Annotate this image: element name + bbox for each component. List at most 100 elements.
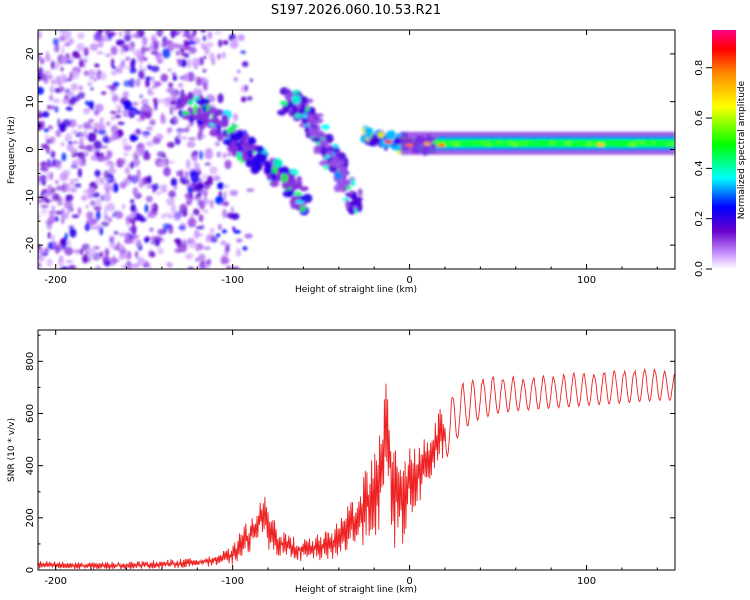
- spectrogram-cell: [286, 189, 294, 197]
- spectrogram-cell: [112, 66, 117, 70]
- x-tick-label: -100: [221, 275, 244, 286]
- spectrogram-cell: [97, 129, 107, 135]
- spectrogram-cell: [38, 86, 44, 95]
- colorbar-gradient: [712, 30, 736, 269]
- spectrogram-cell: [180, 48, 185, 54]
- spectrogram-cell: [131, 218, 136, 227]
- spectrogram-cell: [70, 83, 79, 91]
- spectrogram-cell: [214, 141, 221, 147]
- spectrogram-cell: [63, 30, 72, 40]
- y-tick-label: -10: [25, 189, 36, 205]
- snr-ylabel: SNR (10 * v/v): [7, 418, 17, 482]
- spectrogram-cell: [70, 178, 74, 187]
- carrier-cell: [628, 142, 637, 147]
- spectrogram-cell: [193, 229, 200, 239]
- spectrogram-cell: [181, 178, 190, 185]
- spectrogram-cell: [59, 73, 68, 84]
- spectrogram-cell: [55, 129, 62, 138]
- spectrogram-cell: [255, 152, 263, 160]
- spectrogram-cell: [97, 157, 105, 162]
- spectrogram-cell: [150, 204, 155, 209]
- spectrogram-cell: [51, 234, 55, 242]
- spectrogram-cell: [128, 78, 136, 88]
- spectrogram-cell: [170, 204, 177, 214]
- spectrogram-cell: [145, 126, 154, 131]
- carrier-cell: [665, 142, 674, 146]
- spectrogram-cell: [222, 40, 229, 45]
- spectrogram-cell: [104, 205, 108, 216]
- colorbar-tick-label: 0.6: [694, 110, 705, 126]
- spectrogram-cell: [127, 41, 135, 52]
- spectrogram-cell: [84, 151, 89, 157]
- spectrogram-cell: [87, 247, 96, 258]
- spectrogram-cell: [150, 65, 160, 73]
- spectrogram-cell: [248, 136, 256, 145]
- spectrogram-cell: [181, 33, 189, 37]
- spectrogram-cell: [162, 48, 171, 59]
- spectrogram-cell: [89, 43, 99, 51]
- spectrogram-cell: [44, 247, 50, 253]
- spectrogram-cell: [292, 106, 298, 113]
- spectrogram-cell: [235, 248, 242, 257]
- spectrogram-cell: [143, 260, 150, 266]
- spectrogram-cell: [141, 218, 147, 222]
- spectrogram-cell: [89, 74, 94, 80]
- spectrogram-cell: [61, 183, 66, 193]
- spectrogram-cell: [77, 124, 83, 130]
- spectrogram-cell: [133, 176, 141, 182]
- x-tick-label: 0: [406, 576, 412, 587]
- spectrogram-cell: [147, 263, 151, 269]
- spectrogram-cell: [93, 140, 102, 150]
- spectrogram-cell: [119, 47, 126, 55]
- spectrogram-cell: [319, 160, 329, 166]
- spectrogram-cell: [210, 199, 214, 209]
- spectrogram-cell: [95, 178, 100, 186]
- spectrogram-cell: [124, 167, 130, 174]
- spectrogram-cell: [83, 130, 88, 140]
- spectrogram-cell: [314, 113, 324, 118]
- spectrogram-cell: [170, 30, 176, 39]
- spectrogram-cell: [173, 116, 179, 125]
- spectrogram-cell: [200, 134, 206, 139]
- spectrogram-cell: [163, 166, 171, 177]
- spectrogram-cell: [130, 199, 135, 204]
- spectrogram-cell: [85, 222, 90, 232]
- spectrogram-cell: [104, 248, 110, 257]
- spectrogram-cell: [147, 107, 154, 114]
- spectrogram-cell: [273, 158, 283, 168]
- spectrogram-cell: [99, 251, 104, 258]
- carrier-cell: [464, 143, 472, 147]
- spectrogram-cell: [139, 94, 143, 99]
- spectrogram-cell: [320, 124, 330, 130]
- spectrogram-cell: [124, 33, 132, 42]
- spectrogram-cell: [360, 134, 366, 144]
- spectrogram-cell: [149, 119, 156, 126]
- spectrogram-cell: [255, 145, 265, 153]
- spectrogram-cell: [45, 219, 54, 226]
- spectrogram-cell: [147, 175, 152, 185]
- y-tick-label: 400: [25, 456, 36, 475]
- spectrogram-cell: [202, 35, 207, 42]
- spectrogram-cell: [171, 72, 177, 76]
- spectrogram-cell: [236, 69, 241, 74]
- spectrogram-cell: [113, 183, 119, 193]
- spectrogram-cell: [192, 150, 199, 156]
- spectrogram-cell: [56, 185, 63, 191]
- spectrogram-cell: [99, 226, 103, 236]
- spectrogram-cell: [102, 193, 112, 202]
- spectrogram-cell: [111, 132, 119, 141]
- spectrogram-cell: [203, 246, 211, 250]
- spectrogram-cell: [94, 127, 98, 134]
- spectrogram-cell: [221, 229, 227, 234]
- spectrogram-cell: [187, 41, 197, 45]
- spectrogram-cell: [186, 141, 196, 148]
- spectrogram-cell: [192, 74, 196, 81]
- spectrogram-cell: [313, 145, 320, 155]
- spectrogram-marks: [38, 30, 675, 269]
- spectrogram-cell: [217, 182, 225, 190]
- colorbar-tick-label: 0.8: [694, 60, 705, 76]
- spectrogram-cell: [112, 213, 116, 218]
- spectrogram-cell: [142, 66, 146, 73]
- spectrogram-cell: [293, 191, 303, 197]
- spectrogram-cell: [156, 151, 166, 158]
